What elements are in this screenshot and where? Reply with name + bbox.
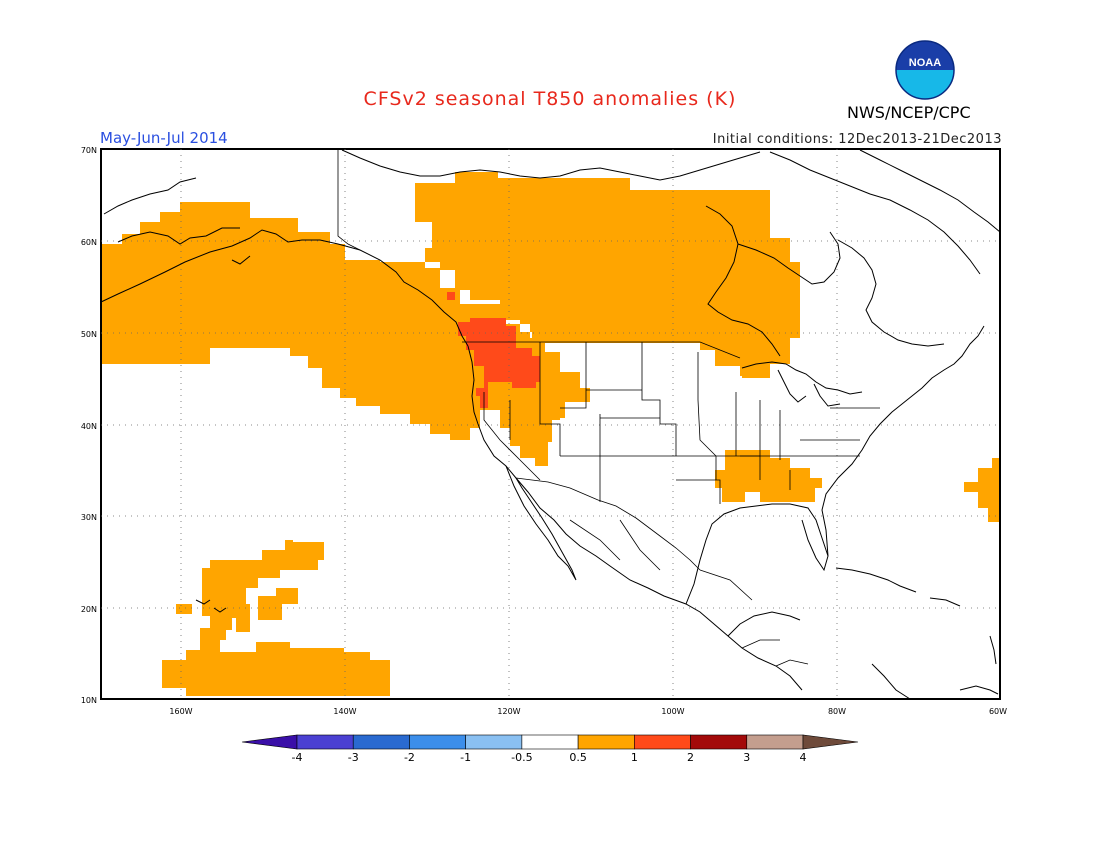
colorbar-label: 4 [800,751,807,764]
anomaly-region-atlantic [964,458,1000,522]
anomaly-strong-layer [447,292,540,408]
coastlines [100,149,1001,700]
colorbar-swatch [577,734,635,750]
logo-text: NOAA [909,57,941,69]
lat-label-10n: 10N [81,696,97,705]
initial-conditions: Initial conditions: 12Dec2013-21Dec2013 [712,132,1002,147]
longitude-labels: 160W 140W 120W 100W 80W 60W [169,707,1007,716]
lon-label-60w: 60W [989,707,1007,716]
colorbar-swatch [690,734,748,750]
colorbar-label: -1 [460,751,471,764]
colorbar-swatch [521,734,579,750]
lat-label-40n: 40N [81,422,97,431]
lat-label-70n: 70N [81,146,97,155]
lat-label-30n: 30N [81,513,97,522]
lon-label-100w: 100W [661,707,684,716]
anomaly-fill-layer [101,172,1000,696]
colorbar-swatch [465,734,523,750]
lon-label-140w: 140W [333,707,356,716]
anomaly-region-canada [415,172,800,378]
lat-label-20n: 20N [81,605,97,614]
lat-label-50n: 50N [81,330,97,339]
anomaly-region-central-pacific [162,540,390,696]
colorbar-label: -2 [404,751,415,764]
lat-label-60n: 60N [81,238,97,247]
anomaly-region-pnw-dot [447,292,455,300]
latitude-labels: 70N 60N 50N 40N 30N 20N 10N [81,146,97,705]
anomaly-region-pacific-northwest [458,318,540,408]
colorbar-label: 3 [743,751,750,764]
lon-label-80w: 80W [828,707,846,716]
colorbar-swatch [409,734,466,750]
anomaly-region-gulf-alaska [101,202,490,440]
lon-label-120w: 120W [497,707,520,716]
political-borders [337,149,880,667]
anomaly-region-small-pacific-c [258,588,298,620]
colorbar-label: 2 [687,751,694,764]
colorbar-swatch [634,734,691,750]
colorbar-label: 1 [631,751,638,764]
colorbar-arrow-left [241,734,298,750]
noaa-logo-icon: NOAA [895,40,955,100]
organization-label: NWS/NCEP/CPC [847,103,971,122]
colorbar-label: -0.5 [511,751,532,764]
anomaly-region-small-pacific-a [176,604,192,614]
map-frame [100,148,1001,700]
colorbar-label: 0.5 [569,751,587,764]
anomaly-region-southeast-us [715,450,822,502]
colorbar: -4 -3 -2 -1 -0.5 0.5 1 2 3 4 [241,734,859,764]
map-title: CFSv2 seasonal T850 anomalies (K) [363,88,737,110]
lon-label-160w: 160W [169,707,192,716]
colorbar-swatch [296,734,354,750]
colorbar-label: -3 [348,751,359,764]
anomaly-region-small-pacific-b [236,604,250,632]
forecast-period: May-Jun-Jul 2014 [100,129,228,147]
colorbar-swatch [746,734,804,750]
colorbar-swatch [352,734,410,750]
colorbar-arrow-right [802,734,859,750]
colorbar-label: -4 [292,751,303,764]
